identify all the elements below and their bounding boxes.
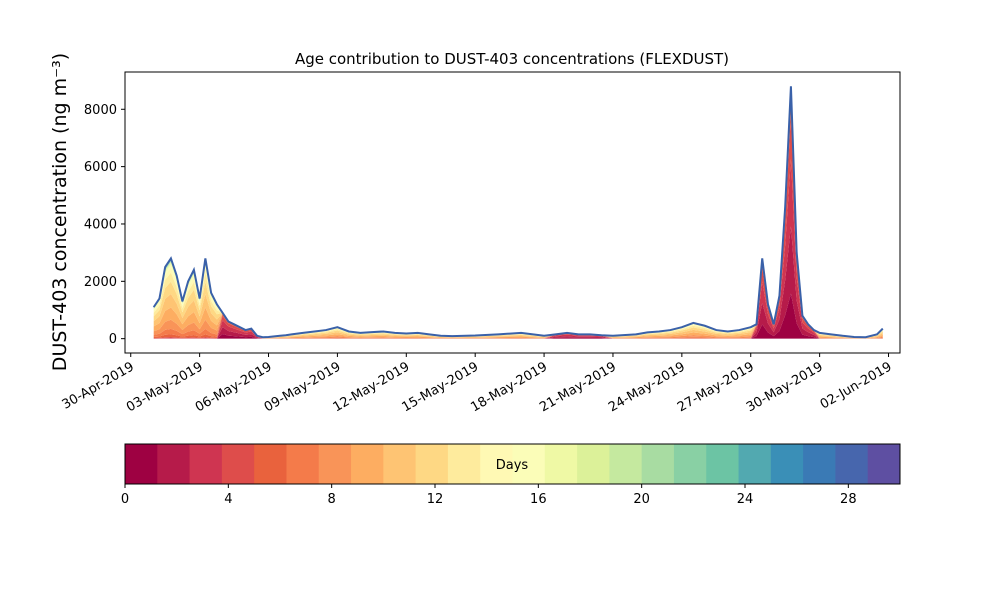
- age-layer-9: [153, 86, 883, 338]
- colorbar-cell: [544, 444, 578, 484]
- colorbar-cell: [738, 444, 772, 484]
- colorbar-tick-label: 8: [328, 492, 336, 507]
- age-layer-8: [153, 86, 883, 339]
- colorbar-tick-label: 4: [224, 492, 232, 507]
- x-axis: 30-Apr-201903-May-201906-May-201909-May-…: [60, 353, 895, 415]
- colorbar-cell: [609, 444, 643, 484]
- y-tick-label: 6000: [84, 160, 117, 175]
- colorbar: Days 0 4 8 12 16 20 24 28: [121, 443, 901, 507]
- age-layer-14: [153, 86, 883, 338]
- colorbar-cell: [447, 444, 481, 484]
- colorbar-cell: [157, 444, 191, 484]
- x-tick-label: 30-May-2019: [744, 359, 826, 415]
- colorbar-cell: [286, 444, 320, 484]
- plot-area: [124, 71, 901, 354]
- colorbar-cell: [351, 444, 384, 484]
- age-layer-10: [153, 86, 883, 338]
- colorbar-cell: [254, 444, 287, 484]
- age-layer-11: [153, 86, 883, 338]
- x-tick-label: 27-May-2019: [675, 359, 757, 415]
- total-concentration-line: [152, 86, 884, 339]
- age-layer-23: [153, 86, 883, 338]
- colorbar-cell: [189, 444, 223, 484]
- x-tick-label: 15-May-2019: [400, 359, 482, 415]
- y-tick-label: 8000: [84, 103, 117, 118]
- colorbar-cell: [415, 444, 449, 484]
- age-layer-15: [153, 86, 883, 338]
- colorbar-tick-label: 12: [427, 492, 444, 507]
- age-layer-7: [153, 86, 883, 339]
- colorbar-cell: [770, 444, 804, 484]
- colorbar-cell: [221, 444, 255, 484]
- age-layer-3: [153, 114, 883, 339]
- x-tick-label: 18-May-2019: [468, 359, 550, 415]
- age-layer-22: [153, 86, 883, 338]
- plot-frame: [124, 71, 901, 354]
- age-layer-18: [153, 86, 883, 338]
- y-tick-label: 4000: [84, 217, 117, 232]
- age-layer-20: [153, 86, 883, 338]
- colorbar-cell: [512, 444, 546, 484]
- colorbar-tick-label: 16: [530, 492, 547, 507]
- colorbar-frame: [124, 443, 901, 485]
- y-tick-label: 0: [109, 332, 117, 347]
- colorbar-label: Days: [496, 458, 529, 473]
- x-tick-label: 06-May-2019: [193, 359, 275, 415]
- x-tick-label: 09-May-2019: [262, 359, 344, 415]
- age-layer-4: [153, 93, 883, 339]
- age-layer-16: [153, 86, 883, 338]
- x-tick-label: 12-May-2019: [331, 359, 413, 415]
- age-area-layers: [153, 86, 883, 339]
- colorbar-cell: [480, 444, 513, 484]
- age-layer-17: [153, 86, 883, 338]
- colorbar-tick-label: 24: [737, 492, 754, 507]
- colorbar-cell: [641, 444, 675, 484]
- colorbar-cell: [706, 444, 740, 484]
- colorbar-cell: [383, 444, 417, 484]
- colorbar-cell: [867, 444, 901, 484]
- colorbar-ticks: 0 4 8 12 16 20 24 28: [121, 484, 857, 507]
- x-tick-label: 21-May-2019: [537, 359, 619, 415]
- y-tick-label: 2000: [84, 275, 117, 290]
- colorbar-tick-label: 0: [121, 492, 129, 507]
- age-layer-13: [153, 86, 883, 338]
- age-layer-6: [153, 86, 883, 339]
- colorbar-tick-label: 28: [840, 492, 857, 507]
- age-layer-5: [153, 87, 883, 339]
- age-layer-12: [153, 86, 883, 338]
- age-layer-21: [153, 86, 883, 338]
- colorbar-cell: [577, 444, 610, 484]
- x-tick-label: 02-Jun-2019: [818, 359, 895, 412]
- colorbar-cell: [318, 444, 352, 484]
- colorbar-cell: [803, 444, 836, 484]
- age-layer-2: [153, 159, 883, 339]
- y-axis: 0 2000 4000 6000 8000: [84, 103, 125, 347]
- colorbar-tick-label: 20: [633, 492, 650, 507]
- chart-title: Age contribution to DUST-403 concentrati…: [295, 50, 729, 68]
- colorbar-cells: [125, 444, 901, 484]
- x-tick-label: 24-May-2019: [606, 359, 688, 415]
- colorbar-cell: [673, 444, 707, 484]
- y-axis-label: DUST-403 concentration (ng m⁻³): [49, 53, 71, 371]
- x-tick-label: 03-May-2019: [124, 359, 206, 415]
- age-layer-19: [153, 86, 883, 338]
- colorbar-cell: [125, 444, 158, 484]
- colorbar-cell: [835, 444, 869, 484]
